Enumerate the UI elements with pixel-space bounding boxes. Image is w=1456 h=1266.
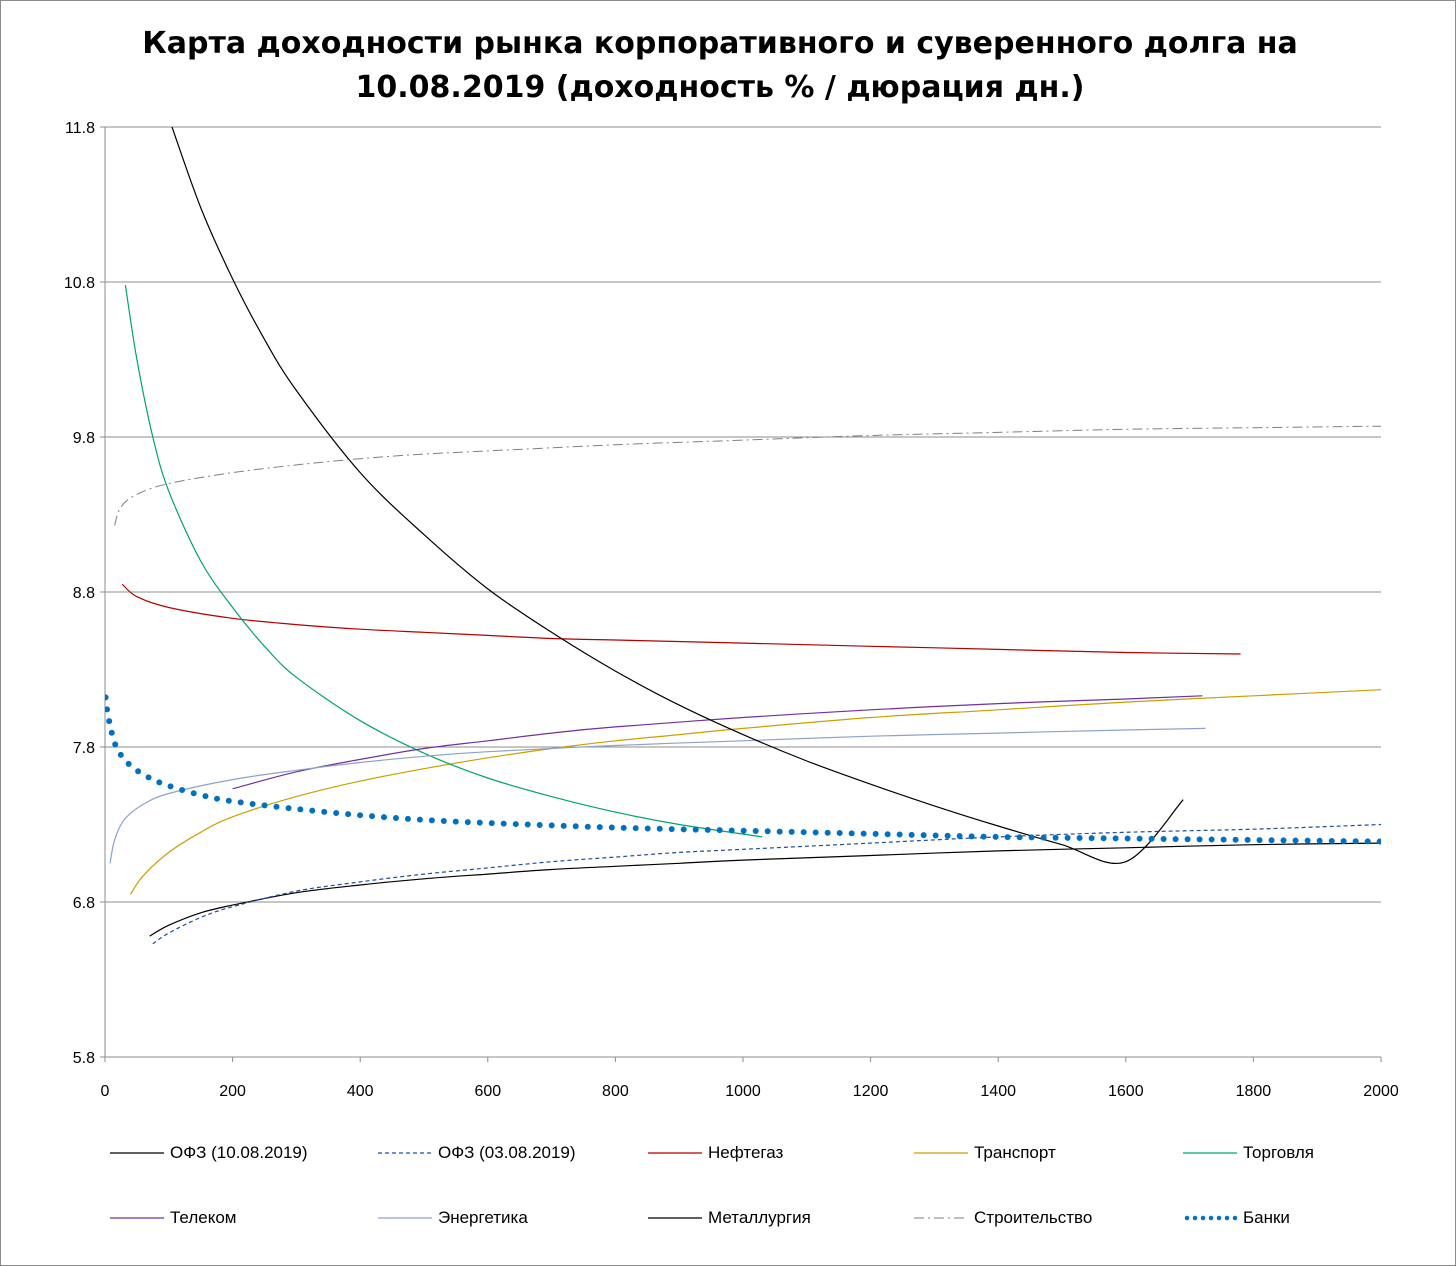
x-tick-label: 1000 [725, 1083, 761, 1100]
legend-swatch [1183, 1152, 1237, 1154]
legend-item-metallurgiya: Металлургия [648, 1206, 811, 1230]
legend-swatch [648, 1152, 702, 1154]
legend-label: ОФЗ (03.08.2019) [438, 1143, 576, 1162]
y-tick-label: 7.8 [73, 740, 95, 757]
legend-label: Транспорт [974, 1143, 1056, 1162]
y-tick-label: 5.8 [73, 1050, 95, 1067]
legend-label: Энергетика [438, 1208, 528, 1227]
legend-label: Торговля [1243, 1143, 1315, 1162]
series-line-energetika [109, 727, 1206, 864]
plot-area: 5.8 6.8 7.8 8.8 9.8 10.8 11.8 0 200 400 600 800 1000… [64, 120, 1399, 1100]
legend-label: Металлургия [708, 1208, 811, 1227]
legend-item-stroitelstvo: Строительство [914, 1206, 1092, 1230]
x-tick-label: 800 [602, 1083, 629, 1100]
legend-item-ofz-10-08: ОФЗ (10.08.2019) [110, 1141, 308, 1165]
legend-label: ОФЗ (10.08.2019) [170, 1143, 308, 1162]
legend-swatch [378, 1217, 432, 1219]
series-line-stroitelstvo [114, 425, 1381, 526]
series-line-banki [105, 694, 1381, 845]
chart-title-line-1: Карта доходности рынка корпоративного и … [142, 26, 1298, 61]
legend-item-transport: Транспорт [914, 1141, 1056, 1165]
series-line-neftegaz [121, 583, 1241, 655]
legend-swatch [914, 1217, 968, 1219]
legend-label: Телеком [170, 1208, 237, 1227]
legend-item-torgovlya: Торговля [1183, 1141, 1314, 1165]
y-tick-label: 11.8 [65, 120, 95, 137]
y-tick-label: 10.8 [64, 275, 95, 292]
y-tick-label: 6.8 [73, 895, 95, 912]
series-line-telekom [232, 695, 1203, 790]
series-line-metallurgiya [171, 127, 1184, 864]
legend-swatch [110, 1217, 164, 1219]
legend-swatch [914, 1152, 968, 1154]
legend-item-energetika: Энергетика [378, 1206, 528, 1230]
x-tick-label: 200 [219, 1083, 246, 1100]
legend-swatch [1184, 1215, 1237, 1221]
series-line-ofz-10-08 [149, 842, 1381, 937]
y-tick-label: 9.8 [73, 430, 95, 447]
legend-item-telekom: Телеком [110, 1206, 236, 1230]
x-tick-label: 1800 [1236, 1083, 1272, 1100]
series-line-ofz-03-08 [152, 823, 1381, 945]
x-tick-label: 0 [101, 1083, 110, 1100]
legend-item-banki: Банки [1183, 1206, 1290, 1230]
x-tick-label: 1200 [853, 1083, 889, 1100]
x-tick-label: 2000 [1363, 1083, 1399, 1100]
legend-swatch [378, 1152, 432, 1154]
x-tick-label: 400 [347, 1083, 374, 1100]
legend-label: Банки [1243, 1208, 1290, 1227]
legend-swatch [110, 1152, 164, 1154]
legend-swatch [648, 1217, 702, 1219]
x-tick-label: 1400 [980, 1083, 1016, 1100]
series-line-transport [129, 689, 1381, 895]
y-tick-label: 8.8 [73, 585, 95, 602]
legend-label: Нефтегаз [708, 1143, 784, 1162]
chart-title-line-2: 10.08.2019 (доходность % / дюрация дн.) [355, 70, 1085, 105]
legend-item-neftegaz: Нефтегаз [648, 1141, 783, 1165]
series-line-torgovlya [124, 285, 763, 838]
chart-title: Карта доходности рынка корпоративного и … [0, 22, 1440, 110]
legend-item-ofz-03-08: ОФЗ (03.08.2019) [378, 1141, 576, 1165]
x-tick-label: 1600 [1108, 1083, 1144, 1100]
legend-label: Строительство [974, 1208, 1093, 1227]
x-tick-label: 600 [474, 1083, 501, 1100]
